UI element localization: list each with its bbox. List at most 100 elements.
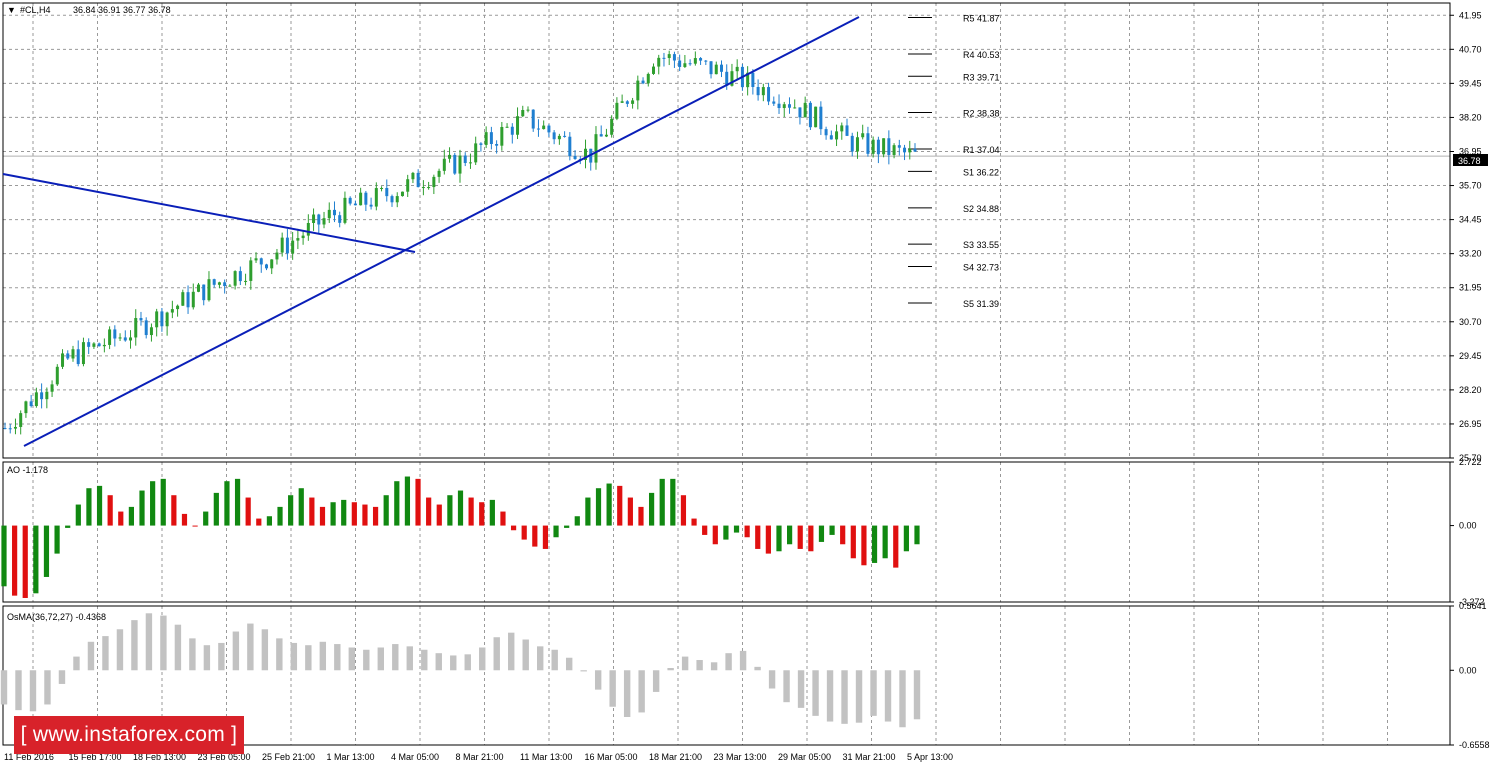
candle-body [631, 100, 635, 104]
ao-bar [871, 525, 878, 563]
candle-body [688, 63, 692, 65]
candle-body [223, 282, 227, 287]
dropdown-triangle-icon[interactable]: ▼ [7, 5, 16, 15]
ao-bar [893, 525, 899, 568]
osma-bar [189, 638, 196, 671]
candle-body [102, 344, 106, 347]
candle-body [516, 116, 520, 135]
osma-bar [363, 649, 370, 671]
candle-body [453, 154, 457, 174]
ao-bar [341, 499, 347, 526]
candle-body [275, 252, 279, 260]
osma-bar [580, 670, 587, 672]
candle-body [725, 71, 729, 86]
ao-bar [372, 506, 379, 526]
osma-bar [334, 644, 341, 671]
ao-bar [659, 478, 665, 526]
symbol-label: #CL,H4 [20, 5, 51, 15]
x-tick-label: 23 Mar 13:00 [714, 752, 767, 762]
candle-body [652, 66, 656, 74]
ao-bar [733, 525, 740, 533]
candle-body [557, 135, 561, 140]
pivot-label: S5 31.39 [963, 299, 999, 309]
candle-body [866, 133, 870, 154]
candle-body [45, 391, 49, 400]
candle-body [87, 342, 91, 347]
candle-body [411, 172, 415, 180]
candle-body [719, 64, 723, 72]
candle-body [662, 57, 666, 59]
y-tick-label: 35.70 [1459, 181, 1482, 191]
osma-bar [681, 656, 689, 671]
ao-bar [818, 525, 825, 542]
osma-bar [783, 670, 790, 703]
candle-body [176, 305, 180, 310]
candle-body [123, 337, 127, 341]
x-tick-label: 31 Mar 21:00 [843, 752, 896, 762]
ao-bar [787, 525, 793, 545]
candle-body [840, 125, 844, 132]
ao-bar [213, 492, 219, 526]
candle-body [474, 143, 478, 163]
candle-body [463, 155, 467, 164]
ao-bar [224, 481, 230, 526]
ao-bar [861, 525, 867, 566]
candle-body [144, 320, 148, 336]
x-tick-label: 8 Mar 21:00 [456, 752, 504, 762]
ao-tick-label: 2.722 [1459, 457, 1482, 467]
ao-bar [776, 525, 782, 552]
candle-body [113, 329, 117, 339]
ao-bar [415, 478, 421, 526]
x-tick-label: 11 Mar 13:00 [520, 752, 572, 762]
candle-body [699, 58, 703, 61]
osma-bar [638, 670, 645, 713]
candle-body [458, 155, 462, 174]
candle-body [170, 309, 174, 313]
osma-bar [754, 666, 761, 671]
pivot-label: R4 40.53 [963, 50, 1000, 60]
candle-body [306, 223, 310, 236]
candle-body [913, 148, 917, 152]
ao-bar [266, 516, 273, 526]
candle-body [291, 240, 295, 254]
candle-body [160, 311, 164, 327]
osma-bar [44, 670, 51, 705]
candle-body [13, 426, 17, 429]
candle-body [442, 158, 446, 171]
candle-body [385, 187, 389, 197]
ao-bar [627, 497, 633, 526]
osma-bar [102, 636, 109, 671]
candle-body [3, 428, 7, 430]
osma-bar [377, 647, 384, 671]
ao-bar [882, 525, 888, 559]
candle-body [264, 264, 268, 269]
ao-bar [595, 488, 602, 526]
candle-body [468, 162, 472, 164]
ao-title: AO -1.178 [7, 465, 48, 475]
candle-body [594, 134, 598, 163]
ao-bar [404, 476, 411, 526]
candle-body [714, 64, 718, 75]
candle-body [803, 102, 807, 118]
ao-bar [383, 495, 389, 526]
y-tick-label: 28.20 [1459, 385, 1482, 395]
candle-body [348, 197, 352, 204]
candle-body [406, 179, 410, 192]
osma-bar [710, 662, 718, 671]
candle-body [327, 209, 331, 219]
ao-bar [532, 525, 538, 547]
ao-bar [256, 518, 262, 526]
osma-bar [899, 670, 906, 728]
osma-bar [203, 645, 211, 671]
osma-bar [479, 647, 486, 671]
ao-bar [510, 525, 517, 531]
candle-body [761, 87, 765, 96]
pivot-label: S3 33.55 [963, 240, 999, 250]
osma-bar [174, 624, 182, 671]
ao-bar [12, 525, 18, 596]
candle-body [374, 188, 378, 207]
candle-body [280, 237, 284, 253]
candle-body [8, 428, 12, 430]
x-tick-label: 1 Mar 13:00 [327, 752, 375, 762]
